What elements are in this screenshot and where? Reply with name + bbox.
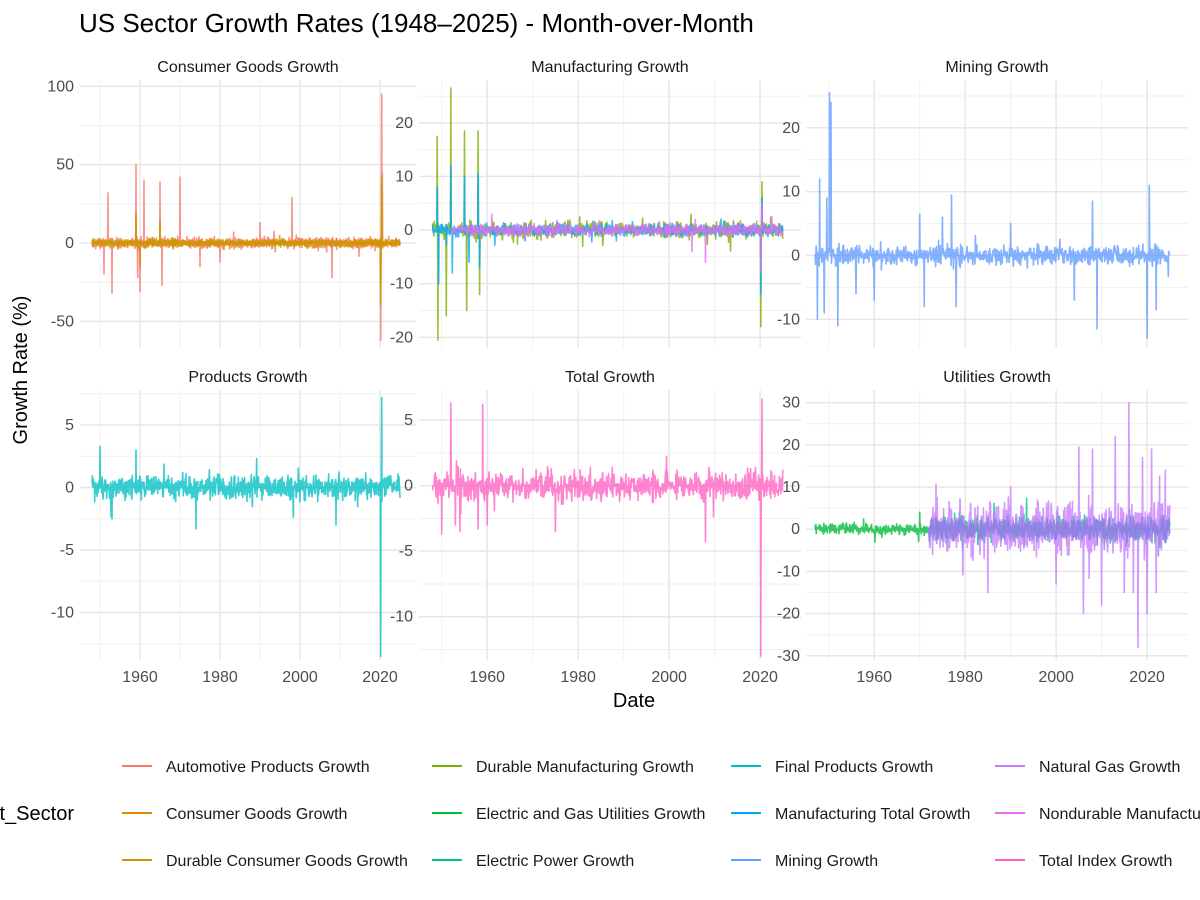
x-tick-label: 1980 [202, 669, 238, 686]
y-tick-label: -20 [390, 329, 413, 346]
series-line [814, 92, 1171, 340]
y-tick-label: 50 [56, 157, 74, 174]
facet-title: Manufacturing Growth [531, 59, 688, 76]
x-tick-label: 2020 [1129, 669, 1165, 686]
y-tick-label: -10 [777, 563, 800, 580]
y-tick-label: -20 [777, 606, 800, 623]
series-line [450, 202, 784, 274]
y-tick-label: 20 [782, 437, 800, 454]
y-axis-title: Growth Rate (%) [10, 296, 32, 445]
legend-item: Natural Gas Growth [995, 759, 1180, 776]
y-tick-label: -10 [390, 609, 413, 626]
legend-label: Automotive Products Growth [166, 759, 370, 776]
facet-title: Mining Growth [945, 59, 1048, 76]
panels: Consumer Goods Growth-50050100Manufactur… [47, 59, 1188, 686]
legend-item: Electric Power Growth [432, 853, 634, 870]
legend-label: Total Index Growth [1039, 853, 1172, 870]
x-tick-label: 1960 [856, 669, 892, 686]
y-tick-label: 5 [65, 417, 74, 434]
y-tick-label: -50 [51, 313, 74, 330]
x-tick-label: 1960 [469, 669, 505, 686]
legend-item: Nondurable Manufacturing Growth [995, 806, 1200, 823]
series-line [91, 174, 401, 307]
x-tick-label: 1960 [122, 669, 158, 686]
legend-item: Automotive Products Growth [122, 759, 370, 776]
legend-label: Electric Power Growth [476, 853, 634, 870]
legend: Automotive Products Growth Consumer Goods… [122, 759, 1200, 870]
y-tick-label: 10 [395, 168, 413, 185]
legend-item: Electric and Gas Utilities Growth [432, 806, 705, 823]
y-tick-label: 0 [65, 480, 74, 497]
y-tick-label: 0 [404, 478, 413, 495]
facet-title: Products Growth [188, 369, 307, 386]
legend-item: Manufacturing Total Growth [731, 806, 970, 823]
y-tick-label: 100 [47, 78, 74, 95]
facet-title: Total Growth [565, 369, 655, 386]
facet-panel: Mining Growth -10 0 10 20 [777, 59, 1188, 348]
x-tick-label: 2000 [651, 669, 687, 686]
x-tick-label: 2000 [1038, 669, 1074, 686]
series-line [431, 398, 784, 657]
facet-panel: Total Growth -10 -5 0 5 1960 1980 2000 2020 [390, 369, 801, 686]
y-tick-label: -10 [51, 605, 74, 622]
facet-panel: Products Growth -10 -5 0 5 1960 1980 2000 2020 [51, 369, 416, 686]
legend-label: Manufacturing Total Growth [775, 806, 970, 823]
series-line [91, 396, 401, 658]
legend-label: Consumer Goods Growth [166, 806, 347, 823]
series-line [431, 87, 784, 341]
legend-label: Final Products Growth [775, 759, 933, 776]
series-line [814, 511, 930, 543]
facet-title: Utilities Growth [943, 369, 1051, 386]
facet-panel: Utilities Growth -30 -20 -10 0 10 20 30 1960 1980… [777, 369, 1188, 686]
y-tick-label: 20 [782, 120, 800, 137]
y-tick-label: 10 [782, 479, 800, 496]
legend-item: Mining Growth [731, 853, 878, 870]
y-tick-label: 0 [65, 235, 74, 252]
legend-label: Electric and Gas Utilities Growth [476, 806, 705, 823]
legend-item: Durable Consumer Goods Growth [122, 853, 408, 870]
y-tick-label: 0 [404, 222, 413, 239]
x-tick-label: 1980 [560, 669, 596, 686]
legend-label: Natural Gas Growth [1039, 759, 1180, 776]
legend-item: Durable Manufacturing Growth [432, 759, 694, 776]
series-line [928, 514, 1171, 557]
legend-item: Final Products Growth [731, 759, 933, 776]
y-tick-label: 0 [791, 247, 800, 264]
facet-title: Consumer Goods Growth [157, 59, 338, 76]
y-tick-label: 20 [395, 115, 413, 132]
y-tick-label: -10 [777, 311, 800, 328]
legend-title: Report_Sector [0, 803, 74, 825]
series-line [91, 93, 401, 341]
legend-label: Mining Growth [775, 853, 878, 870]
y-tick-label: -30 [777, 648, 800, 665]
y-tick-label: 5 [404, 412, 413, 429]
legend-item: Total Index Growth [995, 853, 1172, 870]
y-tick-label: -10 [390, 276, 413, 293]
x-axis-title: Date [613, 690, 655, 712]
x-tick-label: 2020 [742, 669, 778, 686]
legend-label: Durable Consumer Goods Growth [166, 853, 408, 870]
y-tick-label: -5 [60, 542, 74, 559]
legend-label: Durable Manufacturing Growth [476, 759, 694, 776]
y-tick-label: 30 [782, 395, 800, 412]
y-tick-label: -5 [399, 543, 413, 560]
x-tick-label: 1980 [947, 669, 983, 686]
legend-label: Nondurable Manufacturing Growth [1039, 806, 1200, 823]
x-tick-label: 2000 [282, 669, 318, 686]
x-tick-label: 2020 [362, 669, 398, 686]
legend-item: Consumer Goods Growth [122, 806, 347, 823]
y-tick-label: 0 [791, 521, 800, 538]
chart-title: US Sector Growth Rates (1948–2025) - Mon… [79, 8, 754, 38]
facet-panel: Manufacturing Growth -20 -10 0 10 20 [390, 59, 801, 348]
y-tick-label: 10 [782, 184, 800, 201]
